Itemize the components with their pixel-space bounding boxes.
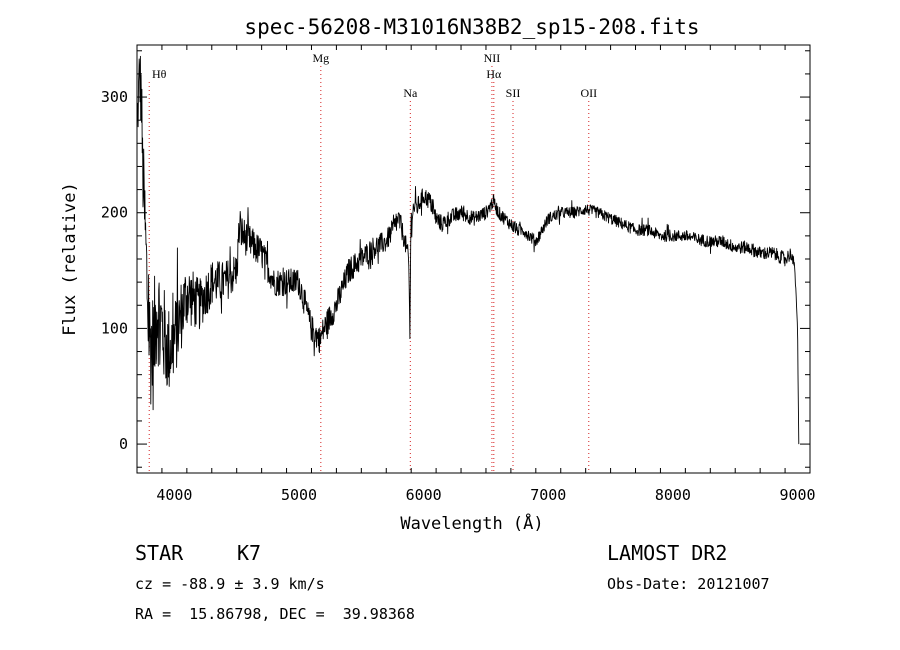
x-axis-label: Wavelength (Å): [400, 512, 543, 534]
x-tick-label: 9000: [779, 486, 815, 504]
y-tick-label: 0: [119, 435, 128, 453]
y-axis-label: Flux (relative): [60, 182, 80, 336]
y-tick-label: 100: [101, 319, 128, 337]
y-tick-label: 300: [101, 88, 128, 106]
line-label: Na: [403, 86, 418, 100]
coordinates-readout: RA = 15.86798, DEC = 39.98368: [135, 605, 415, 623]
y-axis-ticks: 0 100 200 300: [101, 50, 810, 468]
y-tick-label: 200: [101, 204, 128, 222]
line-label: NII: [484, 51, 501, 65]
line-label: Hα: [486, 67, 502, 81]
spectral-line-markers: Hθ Mg Na NII Hα SII OII: [148, 51, 597, 473]
spectral-subclass: K7: [237, 541, 262, 565]
x-tick-label: 6000: [406, 486, 442, 504]
chart-title: spec-56208-M31016N38B2_sp15-208.fits: [244, 15, 699, 39]
x-axis-ticks: 4000 5000 6000 7000 8000 9000: [136, 45, 816, 504]
x-tick-label: 4000: [156, 486, 192, 504]
observation-date: Obs-Date: 20121007: [607, 575, 770, 593]
spectrum-line: [136, 55, 800, 445]
x-tick-label: 5000: [281, 486, 317, 504]
line-label: OII: [580, 86, 597, 100]
line-label: Hθ: [152, 67, 167, 81]
x-tick-label: 7000: [530, 486, 566, 504]
x-tick-label: 8000: [655, 486, 691, 504]
line-label: Mg: [312, 51, 329, 65]
object-type: STAR: [135, 541, 184, 565]
spectrum-series: [136, 55, 800, 445]
line-label: SII: [506, 86, 521, 100]
redshift-readout: cz = -88.9 ± 3.9 km/s: [135, 575, 325, 593]
survey-name: LAMOST DR2: [607, 541, 728, 565]
